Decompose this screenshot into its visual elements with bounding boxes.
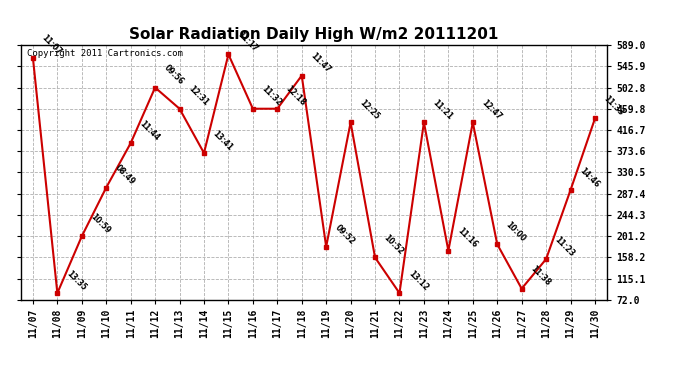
Text: 11:16: 11:16 [455, 226, 479, 250]
Text: 11:32: 11:32 [260, 84, 283, 108]
Text: 11:17: 11:17 [235, 30, 259, 54]
Text: 13:12: 13:12 [406, 269, 430, 292]
Text: 13:41: 13:41 [211, 129, 235, 152]
Text: 14:46: 14:46 [578, 166, 601, 189]
Text: Copyright 2011 Cartronics.com: Copyright 2011 Cartronics.com [26, 49, 182, 58]
Text: 13:35: 13:35 [64, 269, 88, 292]
Text: 11:23: 11:23 [553, 235, 576, 258]
Text: 10:52: 10:52 [382, 233, 405, 257]
Text: 12:31: 12:31 [186, 84, 210, 108]
Text: 12:18: 12:18 [284, 84, 308, 108]
Text: 11:21: 11:21 [431, 98, 454, 122]
Text: 12:25: 12:25 [357, 98, 381, 122]
Title: Solar Radiation Daily High W/m2 20111201: Solar Radiation Daily High W/m2 20111201 [129, 27, 499, 42]
Text: 11:47: 11:47 [308, 51, 332, 75]
Text: 09:56: 09:56 [162, 63, 186, 87]
Text: 11:44: 11:44 [137, 119, 161, 142]
Text: 11:07: 11:07 [40, 33, 63, 57]
Text: 11:38: 11:38 [529, 264, 552, 288]
Text: 11:33: 11:33 [602, 94, 625, 118]
Text: 12:47: 12:47 [480, 98, 503, 122]
Text: 09:52: 09:52 [333, 223, 357, 246]
Text: 10:00: 10:00 [504, 220, 528, 243]
Text: 08:49: 08:49 [113, 163, 137, 187]
Text: 10:59: 10:59 [89, 212, 112, 236]
